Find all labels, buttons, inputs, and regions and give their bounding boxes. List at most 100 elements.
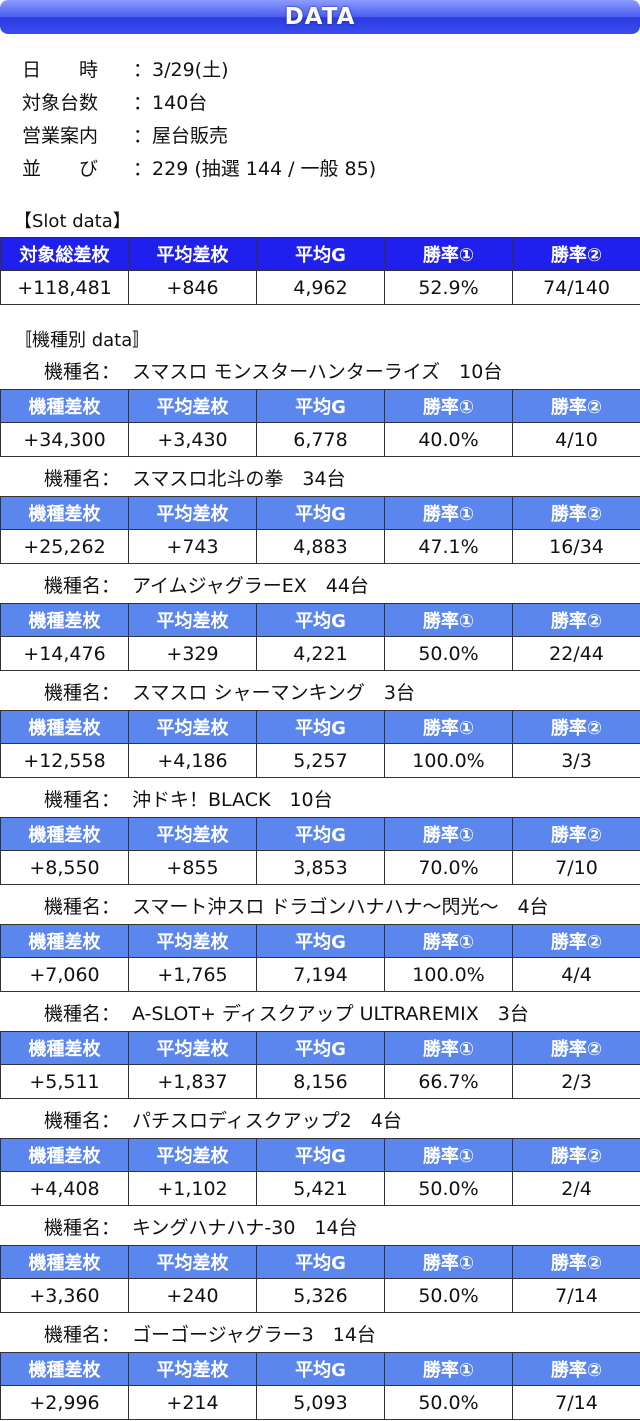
table-header-row: 機種差枚 平均差枚 平均G 勝率① 勝率② (0, 603, 640, 637)
model-name-value: スマート沖スロ ドラゴンハナハナ～閃光～ 4台 (132, 896, 549, 918)
cell-avg-diff: +1,837 (128, 1064, 257, 1099)
model-name-label: 機種名： (44, 682, 121, 704)
header-avg-diff: 平均差枚 (128, 1031, 257, 1065)
model-name-label: 機種名： (44, 1003, 121, 1025)
header-win-rate-2: 勝率② (512, 924, 640, 958)
header-avg-diff: 平均差枚 (128, 1352, 257, 1386)
table-header-row: 機種差枚 平均差枚 平均G 勝率① 勝率② (0, 817, 640, 851)
cell-avg-diff: +743 (128, 529, 257, 564)
info-label: 対象台数 (22, 92, 99, 114)
header-avg-diff: 平均差枚 (128, 389, 257, 423)
info-row-line: 並 び ： 229 (抽選 144 / 一般 85) (22, 151, 376, 184)
header-win-rate-2: 勝率② (512, 1031, 640, 1065)
header-win-rate-1: 勝率① (384, 496, 513, 530)
cell-win-rate-2: 7/14 (512, 1385, 640, 1420)
header-avg-games: 平均G (256, 496, 385, 530)
model-name-line: 機種名： パチスロディスクアップ2 4台 (44, 1106, 402, 1133)
cell-win-rate-1: 52.9% (384, 270, 513, 305)
header-avg-diff: 平均差枚 (128, 924, 257, 958)
header-win-rate-2: 勝率② (512, 1138, 640, 1172)
cell-model-diff: +14,476 (0, 636, 129, 671)
info-value-line: 229 (抽選 144 / 一般 85) (152, 158, 377, 180)
info-label: 日 時 (22, 59, 99, 81)
cell-avg-diff: +240 (128, 1278, 257, 1313)
model-data-table: 機種差枚 平均差枚 平均G 勝率① 勝率② +8,550 +855 3,853 70.0% 7/1… (0, 817, 640, 885)
model-data-table: 機種差枚 平均差枚 平均G 勝率① 勝率② +14,476 +329 4,221 50.0% 22… (0, 603, 640, 671)
model-name-label: 機種名： (44, 789, 121, 811)
header-avg-diff: 平均差枚 (128, 496, 257, 530)
table-row: +5,511 +1,837 8,156 66.7% 2/3 (0, 1064, 640, 1099)
table-row: +7,060 +1,765 7,194 100.0% 4/4 (0, 957, 640, 992)
table-row: +8,550 +855 3,853 70.0% 7/10 (0, 850, 640, 885)
info-value-machines: 140台 (152, 92, 208, 114)
header-win-rate-1: 勝率① (384, 237, 513, 271)
header-model-diff: 機種差枚 (0, 1245, 129, 1279)
header-model-diff: 機種差枚 (0, 924, 129, 958)
model-name-line: 機種名： キングハナハナ-30 14台 (44, 1213, 358, 1240)
cell-win-rate-1: 66.7% (384, 1064, 513, 1099)
cell-win-rate-2: 2/3 (512, 1064, 640, 1099)
table-header-row: 機種差枚 平均差枚 平均G 勝率① 勝率② (0, 389, 640, 423)
header-avg-diff: 平均差枚 (128, 1245, 257, 1279)
cell-win-rate-1: 50.0% (384, 1171, 513, 1206)
table-row: +34,300 +3,430 6,778 40.0% 4/10 (0, 422, 640, 457)
header-win-rate-1: 勝率① (384, 603, 513, 637)
cell-win-rate-1: 50.0% (384, 1385, 513, 1420)
model-name-value: キングハナハナ-30 14台 (132, 1217, 358, 1239)
cell-win-rate-2: 3/3 (512, 743, 640, 778)
cell-avg-diff: +855 (128, 850, 257, 885)
header-avg-games: 平均G (256, 389, 385, 423)
cell-model-diff: +5,511 (0, 1064, 129, 1099)
slot-data-table: 対象総差枚 平均差枚 平均G 勝率① 勝率② +118,481 +846 4,9… (0, 237, 640, 305)
header-win-rate-1: 勝率① (384, 1031, 513, 1065)
table-row: +4,408 +1,102 5,421 50.0% 2/4 (0, 1171, 640, 1206)
model-name-label: 機種名： (44, 468, 121, 490)
info-colon: ： (133, 125, 153, 147)
cell-avg-diff: +214 (128, 1385, 257, 1420)
header-model-diff: 機種差枚 (0, 496, 129, 530)
header-total-diff: 対象総差枚 (0, 237, 129, 271)
model-data-table: 機種差枚 平均差枚 平均G 勝率① 勝率② +3,360 +240 5,326 50.0% 7/1… (0, 1245, 640, 1313)
cell-avg-games: 3,853 (256, 850, 385, 885)
header-model-diff: 機種差枚 (0, 1138, 129, 1172)
info-colon: ： (133, 92, 153, 114)
cell-win-rate-2: 2/4 (512, 1171, 640, 1206)
info-value-business: 屋台販売 (152, 125, 229, 147)
header-win-rate-1: 勝率① (384, 817, 513, 851)
cell-model-diff: +2,996 (0, 1385, 129, 1420)
header-avg-diff: 平均差枚 (128, 603, 257, 637)
model-name-value: パチスロディスクアップ2 4台 (132, 1110, 402, 1132)
model-name-value: スマスロ シャーマンキング 3台 (132, 682, 415, 704)
cell-win-rate-1: 50.0% (384, 1278, 513, 1313)
cell-win-rate-2: 4/4 (512, 957, 640, 992)
header-win-rate-2: 勝率② (512, 603, 640, 637)
header-model-diff: 機種差枚 (0, 817, 129, 851)
cell-win-rate-1: 100.0% (384, 743, 513, 778)
cell-avg-games: 5,093 (256, 1385, 385, 1420)
model-name-label: 機種名： (44, 1217, 121, 1239)
cell-avg-games: 5,421 (256, 1171, 385, 1206)
model-name-line: 機種名： スマスロ北斗の拳 34台 (44, 464, 346, 491)
model-name-label: 機種名： (44, 361, 121, 383)
model-name-label: 機種名： (44, 896, 121, 918)
header-win-rate-1: 勝率① (384, 1352, 513, 1386)
table-row: +2,996 +214 5,093 50.0% 7/14 (0, 1385, 640, 1420)
model-name-line: 機種名： スマスロ シャーマンキング 3台 (44, 678, 415, 705)
model-name-line: 機種名： アイムジャグラーEX 44台 (44, 571, 369, 598)
model-name-label: 機種名： (44, 1110, 121, 1132)
info-label: 営業案内 (22, 125, 99, 147)
model-data-table: 機種差枚 平均差枚 平均G 勝率① 勝率② +2,996 +214 5,093 50.0% 7/1… (0, 1352, 640, 1420)
model-name-line: 機種名： スマスロ モンスターハンターライズ 10台 (44, 357, 502, 384)
cell-win-rate-1: 70.0% (384, 850, 513, 885)
header-avg-diff: 平均差枚 (128, 710, 257, 744)
header-win-rate-2: 勝率② (512, 1352, 640, 1386)
table-header-row: 機種差枚 平均差枚 平均G 勝率① 勝率② (0, 710, 640, 744)
cell-avg-games: 4,883 (256, 529, 385, 564)
table-header-row: 機種差枚 平均差枚 平均G 勝率① 勝率② (0, 1352, 640, 1386)
model-name-value: スマスロ北斗の拳 34台 (132, 468, 346, 490)
model-data-table: 機種差枚 平均差枚 平均G 勝率① 勝率② +7,060 +1,765 7,194 100.0%… (0, 924, 640, 992)
cell-avg-games: 7,194 (256, 957, 385, 992)
table-header-row: 対象総差枚 平均差枚 平均G 勝率① 勝率② (0, 237, 640, 271)
model-data-title: 〚機種別 data〛 (14, 330, 151, 351)
cell-avg-games: 5,257 (256, 743, 385, 778)
